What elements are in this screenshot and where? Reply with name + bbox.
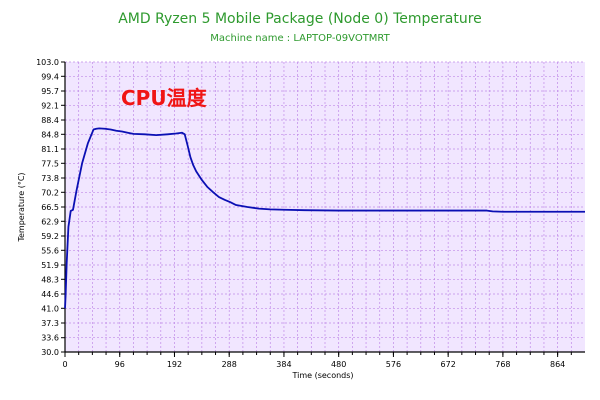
temperature-line	[64, 127, 585, 309]
y-tick-label: 44.6	[41, 290, 59, 299]
y-tick-label: 73.8	[41, 174, 59, 183]
y-axis-label: Temperature (°C)	[17, 172, 26, 242]
y-tick-label: 33.6	[41, 334, 59, 343]
x-tick-label: 480	[331, 360, 346, 369]
y-tick-label: 30.0	[41, 348, 59, 357]
y-tick-label: 48.3	[41, 275, 59, 284]
cpu-temperature-annotation: CPU温度	[121, 86, 208, 110]
chart-title: AMD Ryzen 5 Mobile Package (Node 0) Temp…	[118, 11, 482, 27]
x-axis-label: Time (seconds)	[291, 371, 353, 380]
y-tick-label: 51.9	[41, 261, 59, 270]
x-tick-label: 864	[550, 360, 565, 369]
y-tick-label: 99.4	[41, 72, 59, 81]
y-tick-label: 70.2	[41, 188, 59, 197]
y-tick-label: 55.6	[41, 246, 59, 255]
x-tick-label: 192	[167, 360, 182, 369]
y-tick-label: 37.3	[41, 319, 59, 328]
y-tick-label: 59.2	[41, 232, 59, 241]
y-tick-label: 41.0	[41, 304, 59, 313]
y-tick-label: 81.1	[41, 145, 59, 154]
y-tick-label: 62.9	[41, 217, 59, 226]
x-tick-label: 288	[222, 360, 237, 369]
y-tick-label: 95.7	[41, 87, 59, 96]
y-tick-label: 84.8	[41, 130, 59, 139]
x-tick-label: 384	[276, 360, 291, 369]
y-tick-label: 77.5	[41, 159, 59, 168]
y-tick-label: 88.4	[41, 116, 59, 125]
x-tick-label: 672	[441, 360, 456, 369]
chart-subtitle: Machine name : LAPTOP-09VOTMRT	[210, 33, 390, 44]
x-tick-label: 768	[495, 360, 510, 369]
axes	[61, 61, 585, 357]
series-layer	[64, 127, 585, 309]
tick-labels: 30.0 33.6 37.3 41.0 44.6 48.3 51.9 55.6 59.2 62.9…	[36, 58, 565, 369]
x-tick-label: 576	[386, 360, 401, 369]
x-tick-label: 96	[115, 360, 125, 369]
y-tick-label: 66.5	[41, 203, 59, 212]
x-tick-label: 0	[62, 360, 67, 369]
y-tick-label: 103.0	[36, 58, 59, 67]
y-tick-label: 92.1	[41, 101, 59, 110]
grid-lines	[65, 61, 585, 352]
